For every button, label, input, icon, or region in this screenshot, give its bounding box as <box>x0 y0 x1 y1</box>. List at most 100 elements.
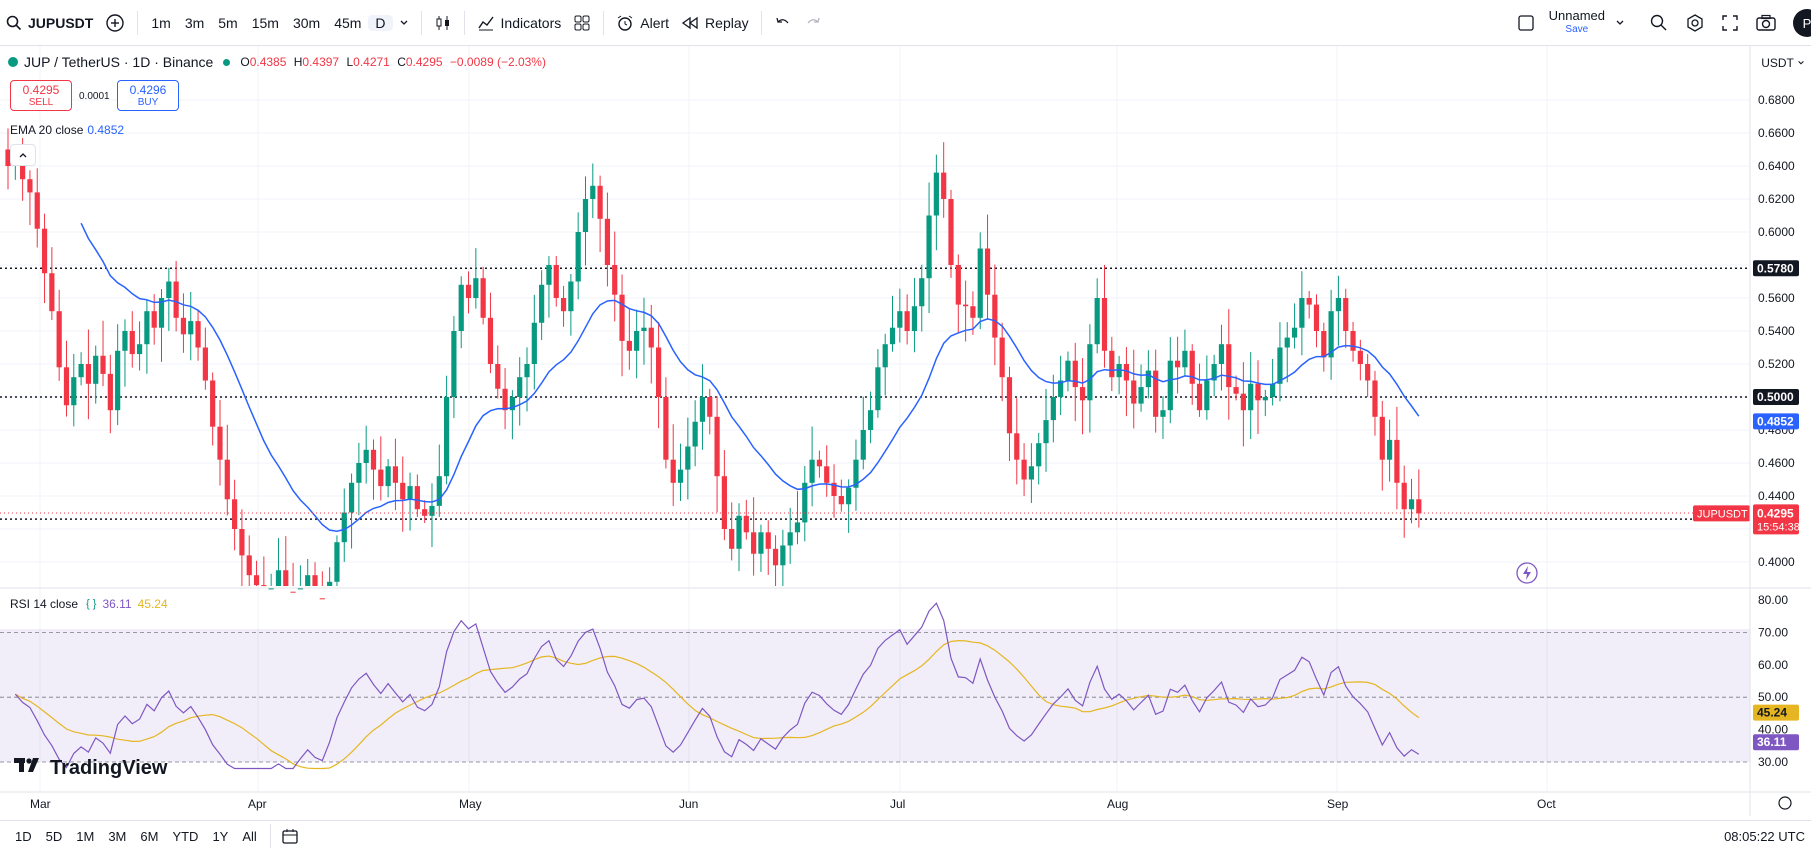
candle-body <box>721 476 727 529</box>
search-icon <box>6 15 22 31</box>
candle-body <box>173 281 179 318</box>
candle-body <box>495 364 501 389</box>
price-pane[interactable] <box>0 46 1750 586</box>
undo-icon <box>774 14 792 32</box>
tradingview-logo[interactable]: TradingView <box>14 756 167 780</box>
interval-5m[interactable]: 5m <box>218 14 238 31</box>
candle-body <box>363 449 369 463</box>
legend-title: JUP / TetherUS · 1D · Binance <box>24 54 214 70</box>
chart-type-button[interactable] <box>428 7 458 39</box>
fullscreen-icon[interactable] <box>1721 14 1739 32</box>
range-5d[interactable]: 5D <box>45 828 63 844</box>
candle-body <box>1043 420 1049 444</box>
candle-body <box>648 327 654 348</box>
candle-body <box>604 218 611 265</box>
candle-body <box>1109 350 1115 378</box>
undo-button[interactable] <box>768 7 798 39</box>
candle-body <box>305 575 311 586</box>
interval-30m[interactable]: 30m <box>292 14 321 31</box>
candle-body <box>670 459 676 483</box>
range-1m[interactable]: 1M <box>76 828 95 844</box>
candle-body <box>1408 499 1415 510</box>
candle-body <box>224 459 230 500</box>
redo-button[interactable] <box>798 7 828 39</box>
candle-body <box>246 555 252 576</box>
layout-checkbox-icon[interactable] <box>1517 14 1535 32</box>
chevron-down-icon[interactable] <box>1615 18 1625 28</box>
candle-body <box>1028 466 1034 480</box>
candle-body <box>1365 364 1371 381</box>
range-1d[interactable]: 1D <box>15 828 32 844</box>
rsi-axis[interactable]: 80.00 70.00 60.00 50.00 40.00 30.00 45.24 36.11 <box>1753 593 1799 769</box>
interval-45m[interactable]: 45m <box>334 14 362 31</box>
candle-body <box>473 278 479 298</box>
alert-label: Alert <box>640 14 670 31</box>
candle-body <box>897 311 903 328</box>
symbol-legend[interactable]: JUP / TetherUS · 1D · Binance O0.4385 H0… <box>8 54 546 70</box>
price-tags: 0.57800.50000.48520.4260JUPUSDT0.429515:… <box>1693 260 1800 535</box>
range-3m[interactable]: 3M <box>108 828 127 844</box>
candle-body <box>692 421 698 447</box>
range-ytd[interactable]: YTD <box>172 828 199 844</box>
candle-body <box>444 397 450 477</box>
templates-button[interactable] <box>567 7 597 39</box>
candles-icon <box>434 14 452 32</box>
rsi-tick: 80.00 <box>1758 593 1788 607</box>
candle-body <box>290 591 296 593</box>
candle-body <box>1058 380 1064 397</box>
candle-body <box>1065 360 1071 381</box>
quick-search-icon[interactable] <box>1649 13 1669 33</box>
candles <box>5 128 1422 600</box>
compare-symbol-button[interactable] <box>99 7 131 39</box>
interval-1m[interactable]: 1m <box>151 14 171 31</box>
ema-legend[interactable]: EMA 20 close 0.4852 <box>10 123 124 137</box>
currency-selector[interactable]: USDT <box>1761 56 1805 70</box>
layout-name-button[interactable]: Unnamed Save <box>1549 9 1605 37</box>
calendar-icon[interactable] <box>281 827 299 845</box>
price-axis[interactable]: 0.68000.66000.64000.62000.60000.58000.56… <box>1758 93 1795 569</box>
interval-15m[interactable]: 15m <box>251 14 279 31</box>
interval-dropdown[interactable] <box>393 7 415 39</box>
clock[interactable]: 08:05:22 UTC <box>1724 829 1805 844</box>
candle-body <box>846 487 852 505</box>
interval-d[interactable]: D <box>368 14 393 31</box>
interval-3m[interactable]: 3m <box>184 14 205 31</box>
buy-button[interactable]: 0.4296 BUY <box>117 80 179 111</box>
candle-body <box>158 298 165 328</box>
settings-icon[interactable] <box>1685 13 1705 33</box>
price-tag-bg <box>1753 260 1799 277</box>
avatar[interactable]: P <box>1793 9 1811 37</box>
candle-body <box>1138 387 1144 404</box>
time-settings-icon[interactable] <box>1778 796 1792 810</box>
alert-button[interactable]: Alert <box>610 7 675 39</box>
price-tag-label: 0.5000 <box>1757 390 1794 404</box>
interval-group: 1m 3m 5m 15m 30m 45m D <box>144 7 414 39</box>
layout-name: Unnamed <box>1548 8 1605 23</box>
indicators-button[interactable]: Indicators <box>471 7 568 39</box>
price-tick: 0.5200 <box>1758 357 1795 371</box>
indicators-label: Indicators <box>500 14 562 31</box>
top-toolbar: JUPUSDT 1m 3m 5m 15m 30m 45m D Indicator… <box>0 0 1811 46</box>
range-6m[interactable]: 6M <box>140 828 159 844</box>
candle-body <box>107 373 113 411</box>
candle-body <box>802 482 808 523</box>
camera-icon[interactable] <box>1755 14 1777 32</box>
candle-body <box>926 215 932 279</box>
rsi-line <box>14 602 1420 770</box>
candle-body <box>129 331 135 355</box>
range-1y[interactable]: 1Y <box>212 828 229 844</box>
rsi-tag-bg <box>1753 734 1799 751</box>
candle-body <box>553 265 559 298</box>
collapse-legend-button[interactable] <box>10 144 36 166</box>
lightning-icon[interactable] <box>1516 562 1538 584</box>
sell-button[interactable]: 0.4295 SELL <box>10 80 72 111</box>
candle-body <box>1014 433 1020 460</box>
time-axis[interactable]: Mar Apr May Jun Jul Aug Sep Oct <box>30 797 1556 811</box>
replay-label: Replay <box>705 14 749 31</box>
range-all[interactable]: All <box>242 828 257 844</box>
price-chart[interactable]: 0.68000.66000.64000.62000.60000.58000.56… <box>0 46 1811 816</box>
buy-price: 0.4296 <box>129 83 167 97</box>
replay-button[interactable]: Replay <box>675 7 755 39</box>
rsi-legend[interactable]: RSI 14 close { } 36.11 45.24 <box>10 597 168 611</box>
symbol-search[interactable]: JUPUSDT <box>0 7 99 39</box>
